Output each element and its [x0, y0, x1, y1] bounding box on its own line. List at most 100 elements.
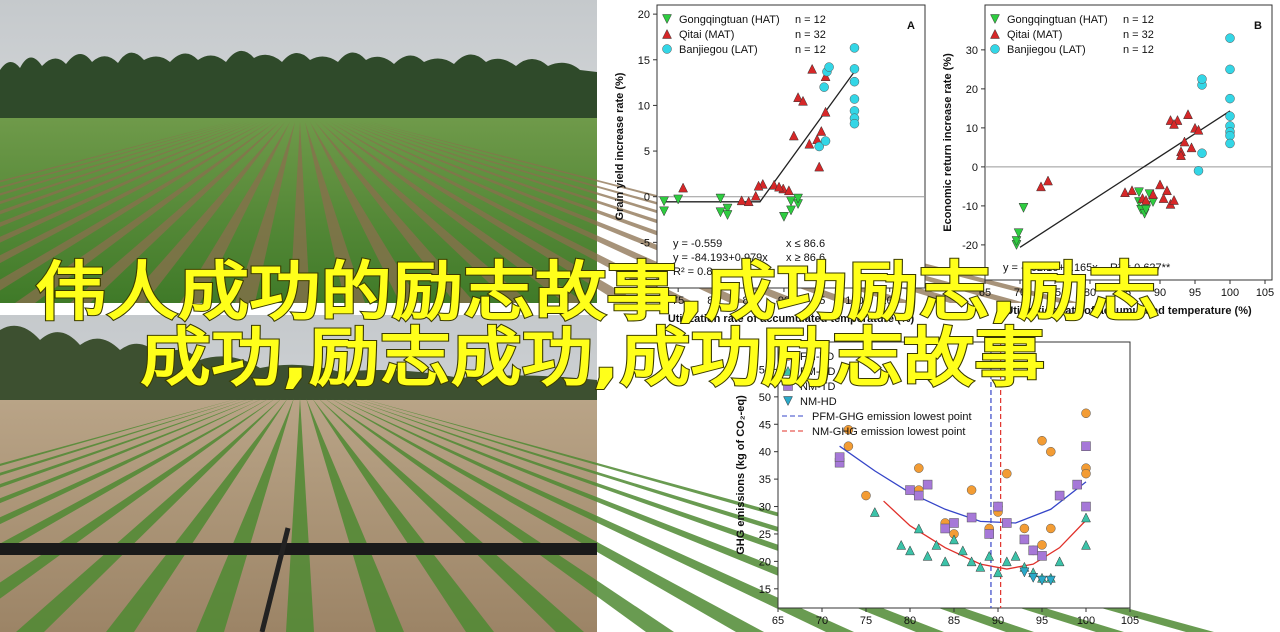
- y-tick-label: 20: [759, 556, 771, 568]
- annotation: y = -0.559: [673, 238, 722, 250]
- point: [819, 82, 829, 92]
- point: [1148, 189, 1158, 199]
- y-tick-label: -20: [962, 240, 978, 252]
- point: [957, 545, 968, 556]
- point: [1169, 194, 1179, 205]
- point: [984, 529, 994, 539]
- y-tick-label: 10: [966, 123, 978, 135]
- point: [1072, 479, 1082, 490]
- legend-marker: [783, 351, 793, 361]
- point: [1081, 441, 1091, 451]
- point: [896, 539, 907, 550]
- point: [1054, 556, 1065, 567]
- headline: 伟人成功的励志故事,成功励志,励志 成功,励志成功,成功励志故事: [34, 255, 1161, 397]
- point: [949, 518, 959, 528]
- crop-row: [0, 398, 240, 466]
- annotation: R² = 0.627**: [1110, 262, 1171, 274]
- point: [849, 76, 860, 87]
- point: [1134, 187, 1144, 198]
- point: [993, 567, 1003, 578]
- point: [1037, 551, 1047, 561]
- point: [843, 425, 854, 435]
- y-tick-label: 0: [972, 162, 978, 174]
- legend-n: n = 32: [1123, 29, 1154, 41]
- point: [834, 452, 845, 462]
- point: [786, 196, 796, 207]
- soil-row: [15, 122, 275, 303]
- point: [1036, 181, 1046, 192]
- soil-row: [0, 122, 265, 264]
- point: [849, 64, 860, 74]
- x-tick-label: 70: [1014, 287, 1026, 299]
- y-tick-label: 35: [759, 474, 771, 486]
- panel-label: A: [907, 20, 915, 32]
- crop-row: [306, 398, 404, 632]
- legend-label: NM-TD: [800, 381, 835, 393]
- legend-marker: [783, 381, 793, 391]
- soil-row: [70, 122, 280, 303]
- point: [1081, 408, 1091, 419]
- soil-row: [0, 122, 250, 215]
- soil-row: [0, 122, 270, 291]
- point: [1046, 446, 1056, 457]
- point: [849, 43, 860, 53]
- soil-row: [235, 122, 295, 303]
- legend-n: n = 12: [1123, 14, 1154, 26]
- point: [966, 556, 977, 567]
- legend-n: n = 12: [795, 14, 826, 26]
- legend-marker: [783, 396, 793, 407]
- point: [824, 62, 834, 72]
- annotation: y = -102.16+1.165x: [1003, 262, 1098, 274]
- x-tick-label: 100: [845, 295, 863, 307]
- point: [1001, 556, 1012, 567]
- soil-row: [305, 122, 365, 303]
- soil-row: [0, 122, 245, 205]
- point: [820, 106, 831, 117]
- y-tick-label: 5: [644, 146, 650, 158]
- legend-label: FM-HD: [800, 366, 835, 378]
- point: [1193, 124, 1204, 135]
- point: [1225, 64, 1235, 75]
- soil-row: [125, 122, 285, 303]
- legend-marker: [662, 14, 672, 25]
- y-axis-title: Grain yield increase rate (%): [614, 72, 626, 220]
- crop-row: [318, 398, 584, 632]
- legend-marker: [783, 365, 793, 376]
- point: [678, 182, 688, 193]
- point: [1176, 150, 1186, 160]
- point: [779, 212, 789, 222]
- point: [1169, 118, 1179, 129]
- point: [1028, 573, 1039, 583]
- crop-row: [0, 398, 264, 525]
- point: [1141, 194, 1151, 205]
- point: [1186, 142, 1197, 153]
- point: [1081, 501, 1091, 512]
- y-tick-label: 55: [759, 364, 771, 376]
- soil-row: [315, 122, 475, 303]
- soil-row: [0, 122, 230, 183]
- point: [849, 94, 860, 104]
- crop-row: [0, 398, 276, 599]
- point: [816, 125, 827, 136]
- point: [804, 138, 815, 149]
- y-tick-label: 30: [966, 45, 978, 57]
- x-tick-label: 70: [816, 615, 828, 627]
- panel-label: B: [1254, 20, 1262, 32]
- point: [922, 550, 933, 561]
- x-tick-label: 75: [1049, 287, 1061, 299]
- point: [1081, 468, 1091, 479]
- point: [788, 130, 799, 141]
- point: [1019, 567, 1030, 578]
- crop-row: [0, 398, 246, 476]
- point: [659, 196, 669, 207]
- x-tick-label: 105: [1256, 287, 1274, 299]
- y-tick-label: 30: [759, 502, 771, 514]
- point: [820, 136, 831, 146]
- point: [1013, 228, 1024, 239]
- crop-row: [16, 398, 282, 632]
- point: [843, 441, 854, 451]
- point: [1028, 545, 1038, 556]
- annotation: x ≥ 86.6: [786, 252, 825, 264]
- legend-label: Qitai (MAT): [679, 29, 734, 41]
